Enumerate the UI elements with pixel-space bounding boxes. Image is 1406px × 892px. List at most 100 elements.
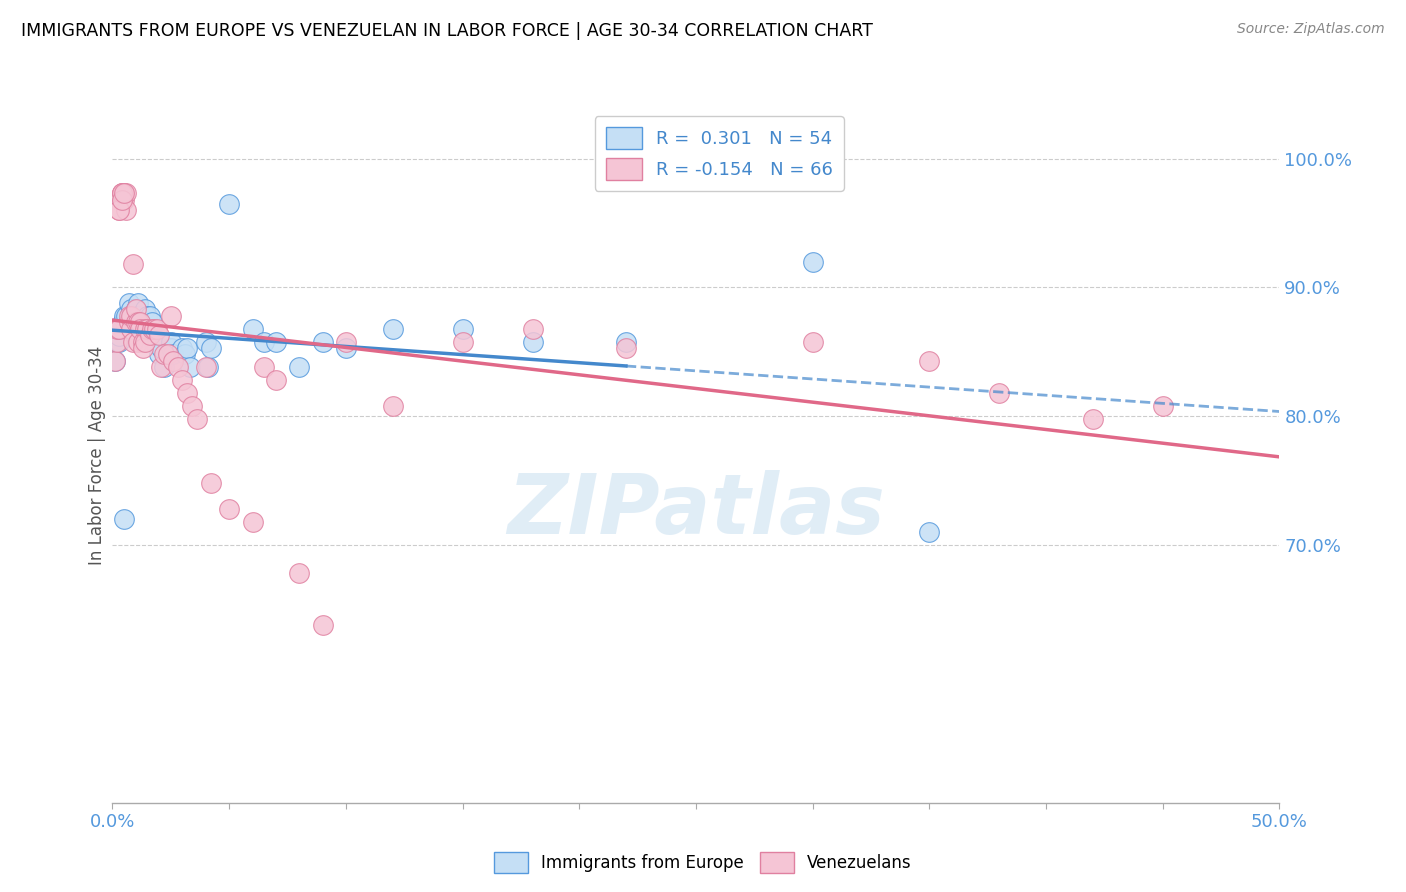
Point [136,321,159,335]
Legend: R =  0.301   N = 54, R = -0.154   N = 66: R = 0.301 N = 54, R = -0.154 N = 66 [595,116,844,191]
Y-axis label: In Labor Force | Age 30-34: In Labor Force | Age 30-34 [87,345,105,565]
Point [988,386,1011,401]
Point [134,321,156,335]
Point [200,476,222,491]
Point [111,193,134,207]
Point [132,321,155,335]
Point [200,341,222,355]
Point [127,334,149,349]
Point [111,186,134,201]
Point [115,186,138,201]
Point [139,328,162,343]
Point [108,203,131,218]
Point [197,360,219,375]
Point [918,525,941,540]
Point [125,315,148,329]
Point [918,354,941,368]
Point [118,314,141,328]
Point [194,334,217,349]
Point [522,334,544,349]
Point [104,354,127,368]
Point [136,321,159,335]
Point [112,186,135,201]
Point [112,309,135,323]
Point [173,347,195,361]
Point [118,296,141,310]
Point [180,399,202,413]
Point [166,360,188,375]
Point [801,334,824,349]
Point [108,329,131,343]
Point [614,341,637,355]
Point [136,309,159,323]
Point [139,309,162,323]
Point [335,334,357,349]
Point [141,315,163,329]
Point [160,334,183,349]
Point [179,360,201,375]
Text: Source: ZipAtlas.com: Source: ZipAtlas.com [1237,22,1385,37]
Point [148,328,170,343]
Point [108,203,131,218]
Point [105,334,128,349]
Point [115,319,138,334]
Point [120,321,142,335]
Point [125,302,148,317]
Point [150,360,173,375]
Point [112,193,135,207]
Point [1081,412,1104,426]
Point [311,618,333,632]
Point [120,309,142,323]
Point [111,317,134,331]
Point [127,296,149,310]
Point [311,334,333,349]
Point [112,312,135,326]
Point [172,373,194,387]
Point [127,309,149,323]
Point [153,360,176,375]
Point [451,334,474,349]
Point [112,186,135,201]
Point [143,334,166,349]
Point [162,354,184,368]
Point [146,321,169,335]
Point [120,302,142,317]
Point [129,315,152,329]
Point [112,512,135,526]
Point [218,196,240,211]
Point [381,321,404,335]
Point [122,334,145,349]
Point [186,412,208,426]
Point [242,321,264,335]
Point [264,334,287,349]
Legend: Immigrants from Europe, Venezuelans: Immigrants from Europe, Venezuelans [488,846,918,880]
Text: IMMIGRANTS FROM EUROPE VS VENEZUELAN IN LABOR FORCE | AGE 30-34 CORRELATION CHAR: IMMIGRANTS FROM EUROPE VS VENEZUELAN IN … [21,22,873,40]
Point [335,341,357,355]
Point [108,321,131,335]
Point [111,321,134,335]
Point [288,360,311,375]
Point [381,399,404,413]
Point [132,334,155,349]
Point [143,321,166,335]
Point [242,515,264,529]
Point [122,257,145,271]
Point [132,341,155,355]
Point [129,321,152,335]
Point [218,502,240,516]
Point [172,341,194,355]
Point [176,341,198,355]
Text: 50.0%: 50.0% [1251,814,1308,831]
Point [153,347,176,361]
Point [150,341,173,355]
Point [522,321,544,335]
Point [115,203,138,218]
Point [125,302,148,317]
Point [105,334,128,349]
Text: 0.0%: 0.0% [90,814,135,831]
Point [134,334,156,349]
Point [253,334,276,349]
Point [108,334,131,349]
Point [118,309,141,323]
Point [160,341,183,355]
